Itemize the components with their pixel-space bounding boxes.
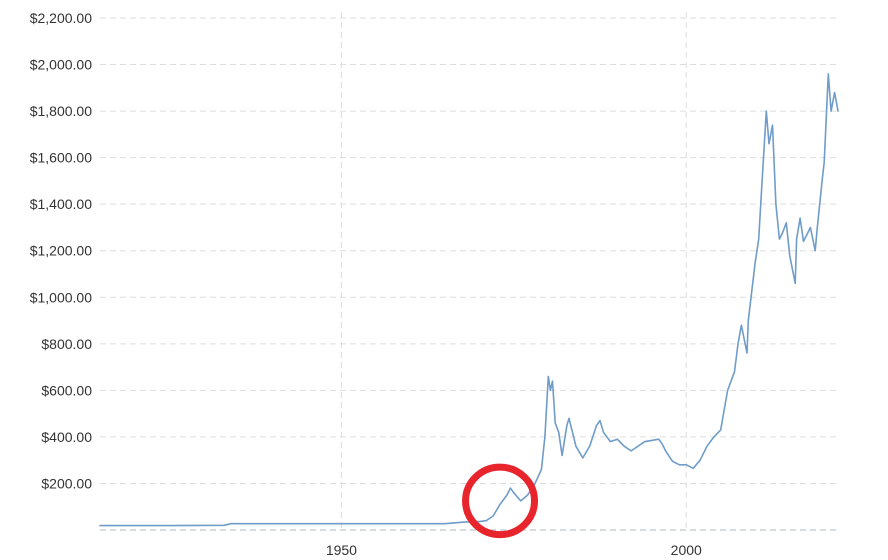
series-line — [99, 73, 839, 527]
y-tick-label: $400.00 — [41, 429, 92, 445]
y-tick-label: $1,400.00 — [30, 196, 92, 212]
y-tick-label: $800.00 — [41, 336, 92, 352]
y-tick-label: $1,800.00 — [30, 103, 92, 119]
grid-layer — [100, 12, 838, 530]
x-tick-label: 2000 — [671, 542, 702, 558]
y-tick-label: $2,000.00 — [30, 57, 92, 73]
y-tick-label: $2,200.00 — [30, 10, 92, 26]
y-tick-label: $1,200.00 — [30, 243, 92, 259]
y-tick-label: $1,000.00 — [30, 289, 92, 305]
axis-layer: $200.00 $400.00 $600.00 $800.00 $1,000.00 $1,… — [30, 10, 838, 558]
series-layer — [99, 73, 839, 527]
highlight-circle — [462, 463, 539, 539]
y-tick-label: $600.00 — [41, 382, 92, 398]
x-tick-label: 1950 — [326, 542, 357, 558]
annotation-layer — [462, 463, 539, 539]
y-tick-label: $200.00 — [41, 475, 92, 491]
y-tick-label: $1,600.00 — [30, 150, 92, 166]
